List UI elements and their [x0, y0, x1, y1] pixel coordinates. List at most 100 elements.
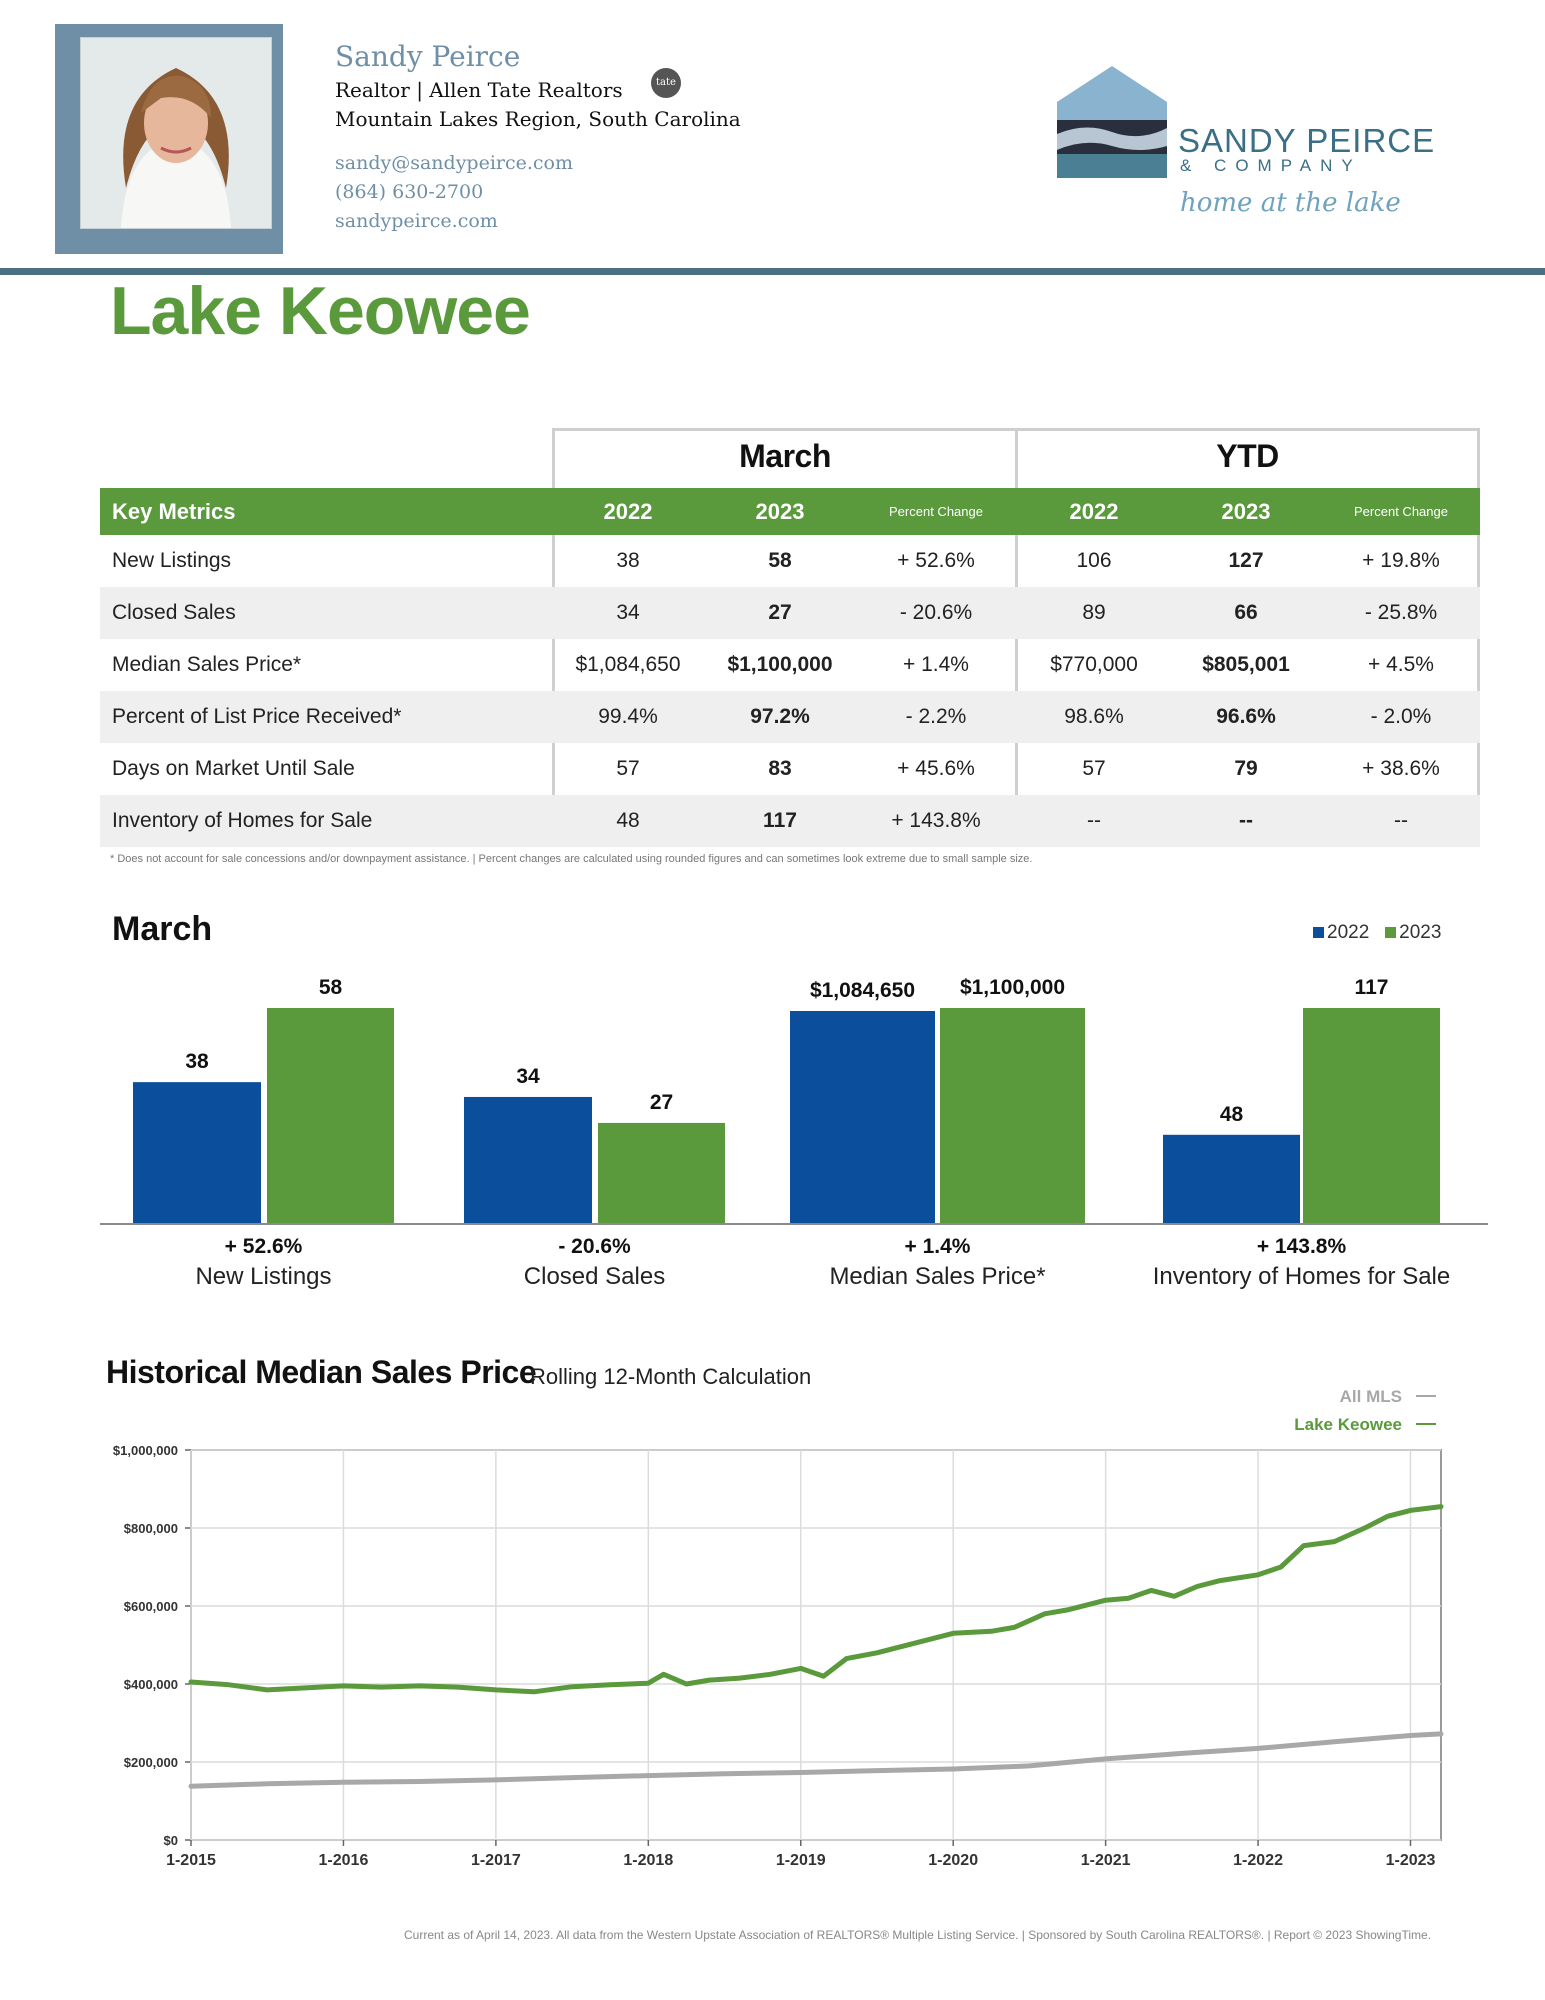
legend-label: Lake Keowee: [1294, 1415, 1402, 1434]
brand-name: SANDY PEIRCE: [1178, 122, 1436, 159]
metric-value: - 20.6%: [899, 601, 973, 624]
bar-value-label: 117: [1355, 976, 1389, 999]
agent-photo: [80, 37, 272, 229]
table-row: New Listings 38 58 + 52.6% 106 127 + 19.8%: [100, 535, 1480, 587]
bar-value-label: $1,100,000: [960, 976, 1065, 999]
metric-value: 48: [616, 809, 640, 832]
y-tick-label: $200,000: [124, 1755, 178, 1770]
header-divider: [0, 268, 1545, 275]
metric-value: 38: [616, 549, 640, 572]
lake-house-logo-icon: [1055, 62, 1170, 182]
metric-value: 98.6%: [1064, 705, 1124, 728]
group-header-ytd: YTD: [1216, 438, 1279, 474]
category-change-label: + 143.8%: [1257, 1235, 1347, 1258]
bar-value-label: 58: [319, 976, 343, 999]
x-tick-label: 1-2020: [928, 1852, 978, 1869]
line-chart-title: Historical Median Sales Price: [106, 1354, 537, 1390]
metric-value: 57: [616, 757, 640, 780]
series-line-all-mls: [188, 1731, 1444, 1789]
metric-value: 79: [1234, 757, 1258, 780]
category-change-label: - 20.6%: [558, 1235, 631, 1258]
metric-value: $1,084,650: [575, 653, 681, 676]
agent-email-link[interactable]: sandy@sandypeirce.com: [335, 152, 574, 174]
category-change-label: + 1.4%: [905, 1235, 971, 1258]
group-header-march: March: [739, 438, 831, 474]
metric-value: $1,100,000: [727, 653, 833, 676]
agent-phone[interactable]: (864) 630-2700: [335, 181, 484, 203]
bar-2022: [464, 1096, 592, 1223]
bar-2023: [1303, 1008, 1440, 1223]
legend-swatch-2022: [1313, 927, 1324, 938]
metric-value: 117: [763, 809, 797, 832]
bar-value-label: 38: [185, 1050, 209, 1073]
metric-value: + 143.8%: [891, 809, 981, 832]
metric-value: 97.2%: [750, 705, 810, 728]
metric-label: Closed Sales: [112, 601, 236, 624]
x-tick-label: 1-2015: [166, 1852, 216, 1869]
category-change-label: + 52.6%: [225, 1235, 303, 1258]
metric-value: 57: [1082, 757, 1106, 780]
y-tick-label: $800,000: [124, 1521, 178, 1536]
metric-value: $770,000: [1050, 653, 1138, 676]
brand-company: & COMPANY: [1180, 156, 1362, 175]
y-tick-label: $1,000,000: [113, 1443, 178, 1458]
metric-value: + 52.6%: [897, 549, 975, 572]
y-tick-label: $0: [164, 1833, 178, 1848]
y-tick-label: $400,000: [124, 1677, 178, 1692]
bar-2022: [133, 1082, 261, 1223]
metric-value: + 4.5%: [1368, 653, 1434, 676]
bar-value-label: $1,084,650: [810, 979, 915, 1002]
metric-value: + 19.8%: [1362, 549, 1440, 572]
historical-median-price-chart: $0 $200,000 $400,000 $600,000 $800,000 $1,000…: [113, 1387, 1444, 1869]
metric-value: --: [1239, 809, 1253, 832]
metric-label: New Listings: [112, 549, 232, 572]
brand-tagline: home at the lake: [1180, 188, 1401, 218]
metric-value: $805,001: [1202, 653, 1290, 676]
metric-value: 106: [1076, 549, 1112, 572]
x-tick-label: 1-2021: [1081, 1852, 1131, 1869]
table-row: Closed Sales 34 27 - 20.6% 89 66 - 25.8%: [100, 587, 1480, 639]
agent-name: Sandy Peirce: [335, 40, 521, 73]
metric-value: 83: [768, 757, 792, 780]
bar-chart-legend: 2022 2023: [1313, 922, 1441, 944]
metric-label: Percent of List Price Received*: [112, 705, 402, 728]
bar-2022: [790, 1011, 935, 1223]
col-header: Percent Change: [1354, 504, 1448, 519]
metric-value: + 38.6%: [1362, 757, 1440, 780]
bar-2023: [267, 1008, 394, 1223]
metric-value: 27: [768, 601, 792, 624]
metric-value: 89: [1082, 601, 1106, 624]
metric-value: 96.6%: [1216, 705, 1276, 728]
x-tick-label: 1-2019: [776, 1852, 826, 1869]
col-header: 2022: [1069, 499, 1119, 524]
legend-label-2023: 2023: [1399, 922, 1442, 943]
line-chart-subtitle: Rolling 12-Month Calculation: [530, 1364, 812, 1389]
x-tick-label: 1-2018: [623, 1852, 673, 1869]
category-label: Inventory of Homes for Sale: [1153, 1263, 1450, 1290]
y-tick-label: $600,000: [124, 1599, 178, 1614]
agent-website-link[interactable]: sandypeirce.com: [335, 210, 498, 232]
bar-2022: [1163, 1134, 1300, 1223]
bar-2023: [940, 1008, 1085, 1223]
metric-value: 66: [1234, 601, 1258, 624]
metric-value: --: [1087, 809, 1101, 832]
col-header: 2022: [603, 499, 653, 524]
table-row: Percent of List Price Received* 99.4% 97.2…: [100, 691, 1480, 743]
legend-label-2022: 2022: [1327, 922, 1370, 943]
col-header: Percent Change: [889, 504, 983, 519]
x-tick-label: 1-2022: [1233, 1852, 1283, 1869]
category-label: New Listings: [195, 1263, 331, 1290]
plot-area: [190, 1449, 1442, 1841]
col-header: 2023: [755, 499, 805, 524]
category-label: Median Sales Price*: [829, 1263, 1045, 1290]
allen-tate-logo: tate: [651, 68, 681, 98]
bar-value-label: 27: [650, 1091, 673, 1114]
x-tick-label: 1-2017: [471, 1852, 521, 1869]
legend-label: All MLS: [1340, 1387, 1402, 1406]
metric-value: 58: [768, 549, 792, 572]
key-metrics-table: March YTD Key Metrics 2022 2023 Percent …: [100, 428, 1480, 848]
table-footnote: * Does not account for sale concessions …: [110, 853, 1033, 865]
bar-value-label: 34: [516, 1065, 540, 1088]
metric-label: Inventory of Homes for Sale: [112, 809, 373, 832]
key-metrics-header: Key Metrics: [112, 499, 236, 524]
